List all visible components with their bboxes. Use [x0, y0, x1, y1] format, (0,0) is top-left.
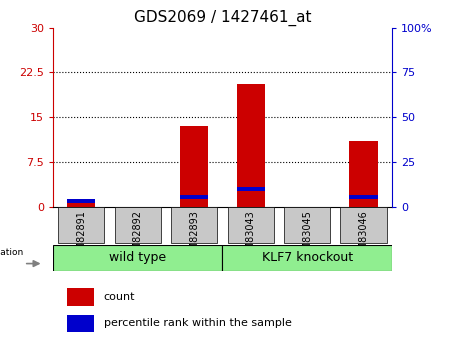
Bar: [180, 126, 208, 207]
Text: GSM82892: GSM82892: [133, 210, 143, 263]
Text: GSM83045: GSM83045: [302, 210, 312, 263]
Text: KLF7 knockout: KLF7 knockout: [261, 252, 353, 264]
Bar: [67, 199, 95, 203]
FancyBboxPatch shape: [115, 207, 161, 243]
Text: wild type: wild type: [109, 252, 166, 264]
Bar: [349, 195, 378, 199]
Text: percentile rank within the sample: percentile rank within the sample: [104, 318, 292, 328]
Text: GSM83043: GSM83043: [246, 210, 256, 263]
Text: GSM82893: GSM82893: [189, 210, 199, 263]
FancyBboxPatch shape: [222, 245, 392, 271]
Bar: [180, 195, 208, 199]
Bar: [67, 200, 95, 207]
Text: GSM82891: GSM82891: [76, 210, 86, 263]
Text: GSM83046: GSM83046: [359, 210, 369, 263]
Text: count: count: [104, 292, 136, 302]
FancyBboxPatch shape: [228, 207, 274, 243]
FancyBboxPatch shape: [171, 207, 217, 243]
FancyBboxPatch shape: [53, 245, 222, 271]
Bar: [236, 187, 265, 191]
Bar: [349, 141, 378, 207]
Bar: [236, 85, 265, 207]
FancyBboxPatch shape: [341, 207, 387, 243]
Bar: [66, 315, 94, 332]
Bar: [66, 288, 94, 306]
Title: GDS2069 / 1427461_at: GDS2069 / 1427461_at: [134, 10, 311, 26]
FancyBboxPatch shape: [284, 207, 330, 243]
FancyBboxPatch shape: [58, 207, 104, 243]
Text: genotype/variation: genotype/variation: [0, 248, 24, 257]
